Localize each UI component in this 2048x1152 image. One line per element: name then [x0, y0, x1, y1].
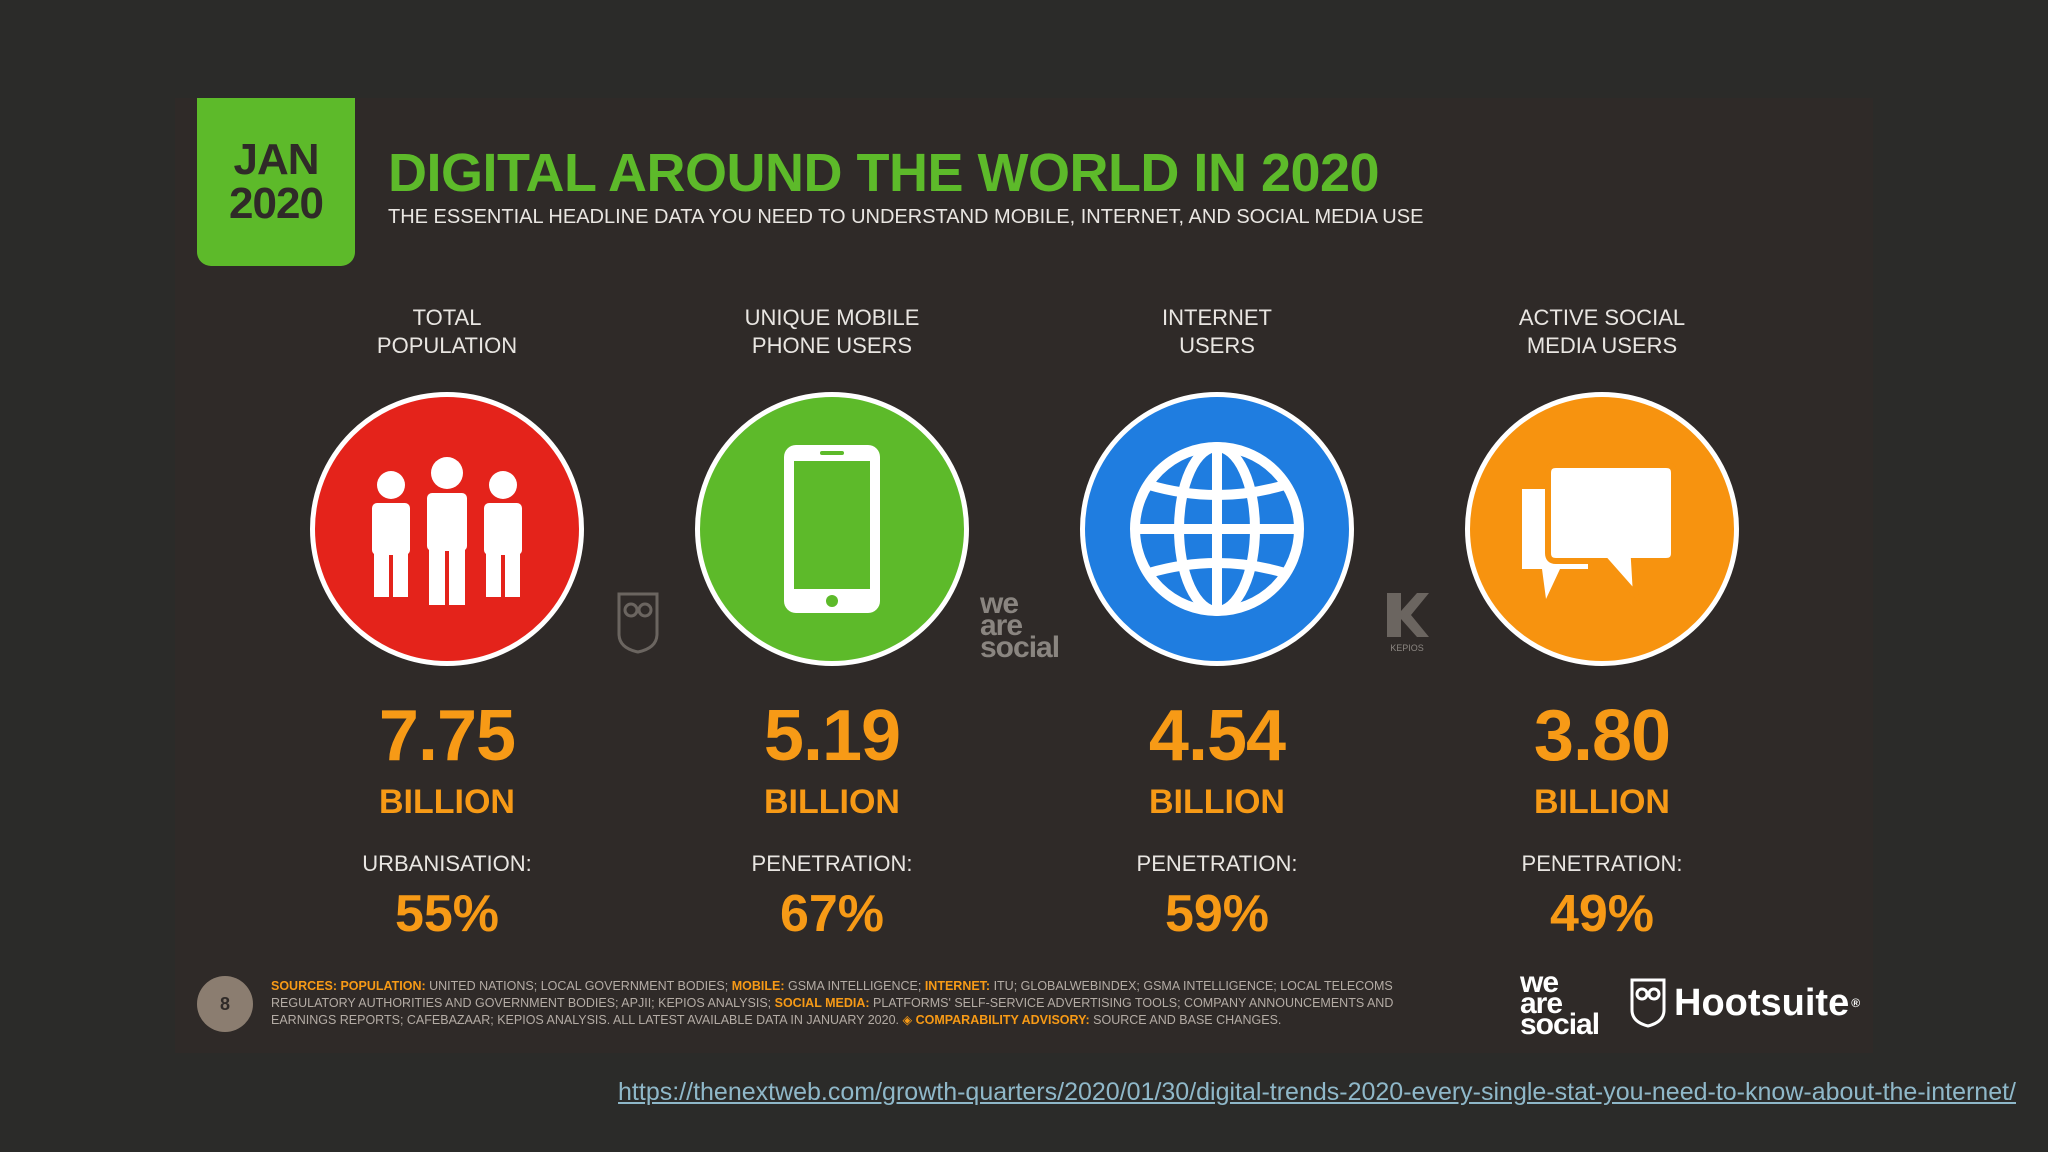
stat-total-population: TOTAL POPULATION: [297, 304, 597, 942]
stat-subvalue: 59%: [1164, 885, 1270, 943]
stat-subvalue: 55%: [394, 885, 500, 943]
kepios-logo-icon: [1387, 593, 1429, 637]
sources-social-label: SOCIAL MEDIA:: [774, 996, 874, 1010]
stat-value: 5.19: [763, 696, 901, 776]
watermark-are: are: [980, 609, 1023, 642]
stat-label: ACTIVE SOCIAL MEDIA USERS: [1452, 304, 1752, 364]
sources-internet-label: INTERNET:: [924, 979, 994, 993]
mobile-phone-icon: [695, 392, 969, 666]
stat-label-line1: INTERNET: [1162, 305, 1272, 330]
source-url-link[interactable]: https://thenextweb.com/growth-quarters/2…: [618, 1078, 2016, 1106]
stat-label: TOTAL POPULATION: [297, 304, 597, 364]
stat-social-media-users: ACTIVE SOCIAL MEDIA USERS 3.80 BILLION P…: [1452, 304, 1752, 942]
stat-label-line1: UNIQUE MOBILE: [744, 305, 920, 330]
stat-label: INTERNET USERS: [1067, 304, 1367, 364]
stat-value: 4.54: [1148, 696, 1286, 776]
slide: JAN 2020 DIGITAL AROUND THE WORLD IN 202…: [175, 98, 1873, 1053]
stat-sublabel: PENETRATION:: [1521, 851, 1683, 876]
stat-mobile-users: UNIQUE MOBILE PHONE USERS 5.19 BILLION P…: [682, 304, 982, 942]
hootsuite-logo: Hootsuite ®: [1630, 978, 1860, 1028]
slide-subtitle: THE ESSENTIAL HEADLINE DATA YOU NEED TO …: [388, 206, 1424, 228]
stat-unit: BILLION: [1534, 783, 1670, 821]
stat-label-line1: TOTAL: [412, 305, 482, 330]
stat-sublabel: URBANISATION:: [362, 851, 532, 876]
globe-icon: [1080, 392, 1354, 666]
stat-value: 3.80: [1533, 696, 1671, 776]
sources-text: SOURCES: POPULATION: UNITED NATIONS; LOC…: [271, 978, 1431, 1029]
stat-subvalue: 49%: [1549, 885, 1655, 943]
logo-social: social: [1520, 1008, 1600, 1041]
stat-label-line2: MEDIA USERS: [1526, 333, 1678, 358]
stat-unit: BILLION: [379, 783, 515, 821]
stat-internet-users: INTERNET USERS 4.54 BILLION PENETRATION:…: [1067, 304, 1367, 942]
sources-heading: SOURCES: POPULATION:: [271, 979, 430, 993]
watermark-we: we: [980, 587, 1019, 620]
stat-value: 7.75: [378, 696, 516, 776]
owl-watermark-icon: [617, 592, 659, 654]
hootsuite-owl-icon: [1630, 978, 1666, 1028]
slide-title: DIGITAL AROUND THE WORLD IN 2020: [388, 143, 1380, 203]
stat-label-line2: POPULATION: [376, 333, 518, 358]
stat-sublabel: PENETRATION:: [1136, 851, 1298, 876]
logo-we: we: [1520, 966, 1559, 999]
comparability-advisory: SOURCE AND BASE CHANGES.: [1093, 1013, 1282, 1027]
hootsuite-registered-mark: ®: [1851, 996, 1861, 1010]
sources-internet: ITU; GLOBALWEBINDEX; GSMA INTELLIGENCE; …: [271, 979, 1393, 1010]
badge-year: 2020: [229, 179, 324, 228]
stat-label-line2: USERS: [1179, 333, 1255, 358]
stat-label-line1: ACTIVE SOCIAL: [1518, 305, 1686, 330]
stat-unit: BILLION: [1149, 783, 1285, 821]
kepios-wordmark: KEPIOS: [1390, 643, 1424, 653]
stat-sublabel: PENETRATION:: [751, 851, 913, 876]
sources-social: PLATFORMS' SELF-SERVICE ADVERTISING TOOL…: [271, 996, 1394, 1027]
sources-mobile: GSMA INTELLIGENCE;: [787, 979, 925, 993]
we-are-social-watermark: we are social: [980, 587, 1060, 664]
badge-month: JAN: [233, 135, 319, 184]
sources-mobile-label: MOBILE:: [731, 979, 788, 993]
watermark-social: social: [980, 631, 1060, 664]
speech-bubbles-icon: [1465, 392, 1739, 666]
hootsuite-wordmark: Hootsuite: [1674, 981, 1850, 1024]
stat-label: UNIQUE MOBILE PHONE USERS: [682, 304, 982, 364]
sources-population: UNITED NATIONS; LOCAL GOVERNMENT BODIES;: [429, 979, 732, 993]
page-number: 8: [197, 976, 253, 1032]
we-are-social-logo: we are social: [1520, 966, 1600, 1041]
logo-are: are: [1520, 987, 1563, 1020]
date-badge: JAN 2020: [197, 98, 355, 266]
comparability-advisory-label: ◈ COMPARABILITY ADVISORY:: [902, 1013, 1094, 1027]
stat-label-line2: PHONE USERS: [751, 333, 913, 358]
stat-subvalue: 67%: [779, 885, 885, 943]
people-icon: [310, 392, 584, 666]
stat-unit: BILLION: [764, 783, 900, 821]
